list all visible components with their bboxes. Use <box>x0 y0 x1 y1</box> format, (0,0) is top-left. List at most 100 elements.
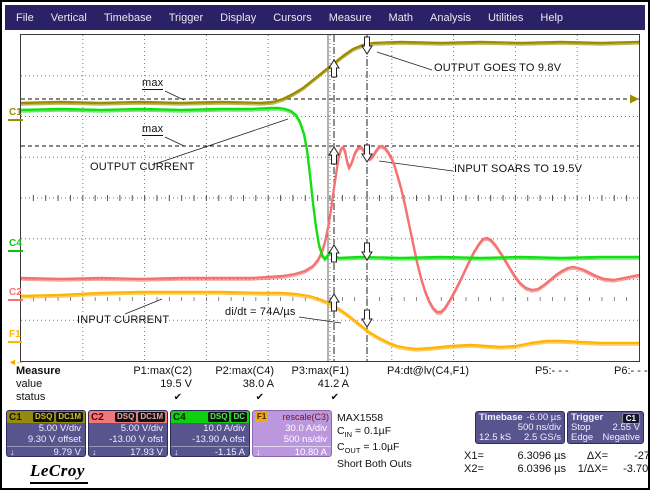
menu-item-cursors[interactable]: Cursors <box>273 11 312 24</box>
measure-column-p5[interactable]: P5:- - - <box>535 365 615 404</box>
trigger-box[interactable]: Trigger C1 Stop 2.55 V Edge Negative <box>567 411 644 444</box>
timebase-perdiv: 500 ns/div <box>517 422 561 433</box>
menu-item-utilities[interactable]: Utilities <box>487 11 524 24</box>
channel-label-c2[interactable]: C2 <box>8 288 23 301</box>
c2-badge-dsq: DSQ <box>114 412 137 422</box>
c2-name: C2 <box>91 411 104 423</box>
menu-item-display[interactable]: Display <box>220 11 257 24</box>
c2-coupling-badge: DC1M <box>138 412 165 422</box>
measure-column-p4[interactable]: P4:dt@lv(C4,F1) <box>387 365 547 404</box>
measure-status-check-icon <box>387 391 547 404</box>
channel-box-c2[interactable]: C2 DSQ DC1M 5.00 V/div -13.00 V ofst ↓ 17… <box>88 410 168 457</box>
menu-bar: File Vertical Timebase Trigger Display Cursor… <box>5 5 645 30</box>
measure-value: 41.2 A <box>317 378 349 390</box>
x1-label: X1= <box>464 450 484 462</box>
x2-label: X2= <box>464 463 484 475</box>
measure-status-check-icon <box>614 391 650 404</box>
note-short: Short Both Outs <box>337 457 412 470</box>
measure-value <box>387 378 547 391</box>
timebase-box[interactable]: Timebase -6.00 µs 500 ns/div 12.5 kS 2.5 G… <box>475 411 565 444</box>
measure-panel: Measure value status P1:max(C2) 19.5 V ✔ P2… <box>2 365 650 409</box>
measure-value <box>614 378 650 391</box>
measure-status-label: status <box>16 391 46 403</box>
menu-item-analysis[interactable]: Analysis <box>430 11 471 24</box>
measure-header: P1:max(C2) <box>133 365 192 377</box>
c4-offset: -13.90 A ofst <box>192 434 245 445</box>
down-arrow-icon: ↓ <box>10 447 15 457</box>
c2-offset: -13.00 V ofst <box>109 434 163 445</box>
f1-time: 500 ns/div <box>283 434 327 445</box>
annotation-didt: di/dt = 74A/µs <box>225 306 296 318</box>
timebase-samples: 12.5 kS <box>479 432 512 443</box>
trigger-slope: Negative <box>602 432 641 443</box>
trigger-title: Trigger <box>571 412 604 423</box>
measure-value: 38.0 A <box>242 378 274 390</box>
measure-status-check-icon: ✔ <box>255 392 264 403</box>
dx-value: -270.0 ns <box>634 450 650 462</box>
annotation-input-current: INPUT CURRENT <box>77 314 170 326</box>
math-box-f1[interactable]: F1 rescale(C3) 30.0 A/div 500 ns/div ↓ 10… <box>252 410 332 457</box>
menu-item-trigger[interactable]: Trigger <box>168 11 204 24</box>
menu-item-measure[interactable]: Measure <box>328 11 372 24</box>
down-arrow-icon: ↓ <box>174 447 179 457</box>
measure-value: 19.5 V <box>160 378 192 390</box>
menu-item-math[interactable]: Math <box>388 11 413 24</box>
x1-value: 6.3096 µs <box>517 450 566 462</box>
trigger-level: 2.55 V <box>612 422 640 433</box>
invdx-label: 1/ΔX= <box>577 463 608 475</box>
test-conditions-note: MAX1558 CIN = 0.1µF COUT = 1.0µF Short B… <box>337 412 412 470</box>
f1-name-badge: F1 <box>255 412 269 422</box>
waveform-grid[interactable]: C1 C4 C2 F1 OUTPUT GOES TO 9.8V max max … <box>8 34 640 362</box>
c1-min: 9.79 V <box>53 447 81 457</box>
measure-header: P4:dt@lv(C4,F1) <box>387 365 470 377</box>
channel-box-c4[interactable]: C4 DSQ DC 10.0 A/div -13.90 A ofst ↓ -1.1… <box>170 410 250 457</box>
annotation-max-2: max <box>142 123 164 136</box>
c2-scale: 5.00 V/div <box>120 423 163 434</box>
c1-coupling-badge: DC1M <box>56 412 83 422</box>
note-cout: COUT = 1.0µF <box>337 441 400 456</box>
c4-badge-dsq: DSQ <box>208 412 230 422</box>
annotation-output-goes: OUTPUT GOES TO 9.8V <box>434 62 562 74</box>
menu-item-file[interactable]: File <box>16 11 34 24</box>
c4-coupling-badge: DC <box>231 412 247 422</box>
menu-item-help[interactable]: Help <box>540 11 564 24</box>
x2-value: 6.0396 µs <box>517 463 566 475</box>
note-part-number: MAX1558 <box>337 412 384 424</box>
annotation-max-1: max <box>142 77 164 90</box>
measure-column-p1[interactable]: P1:max(C2) 19.5 V ✔ <box>72 365 192 404</box>
c4-min: -1.15 A <box>214 447 245 457</box>
menu-item-timebase[interactable]: Timebase <box>103 11 152 24</box>
measure-status-check-icon: ✔ <box>330 392 339 403</box>
trigger-mode: Stop <box>571 422 591 433</box>
channel-label-c4[interactable]: C4 <box>8 239 23 252</box>
waveform-svg[interactable] <box>21 35 639 361</box>
trigger-source-badge: C1 <box>621 412 640 424</box>
channel-label-c1[interactable]: C1 <box>8 108 23 121</box>
c1-offset: 9.30 V offset <box>27 434 81 445</box>
measure-value-label: value <box>16 378 43 390</box>
channel-label-f1[interactable]: F1 <box>8 330 22 343</box>
annotation-input-soars: INPUT SOARS TO 19.5V <box>454 163 583 175</box>
trigger-type: Edge <box>571 432 594 443</box>
timebase-rate: 2.5 GS/s <box>524 432 561 443</box>
measure-row-labels: Measure value status <box>16 365 61 404</box>
measure-header: P6:- - - <box>614 365 648 377</box>
c1-scale: 5.00 V/div <box>38 423 81 434</box>
c4-name: C4 <box>173 411 186 423</box>
measure-column-p3[interactable]: P3:max(F1) 41.2 A ✔ <box>229 365 349 404</box>
invdx-value: -3.704 MHz <box>623 463 650 475</box>
measure-column-p6[interactable]: P6:- - - <box>614 365 650 404</box>
channel-box-c1[interactable]: C1 DSQ DC1M 5.00 V/div 9.30 V offset ↓ 9.… <box>6 410 86 457</box>
trigger-time-marker-icon[interactable]: ◄– <box>8 357 22 367</box>
measure-column-p2[interactable]: P2:max(C4) 38.0 A ✔ <box>154 365 274 404</box>
f1-scale: 30.0 A/div <box>285 423 327 434</box>
f1-min: 10.80 A <box>294 447 327 457</box>
down-arrow-icon: ↓ <box>92 447 97 457</box>
timebase-offset: -6.00 µs <box>526 412 561 423</box>
menu-item-vertical[interactable]: Vertical <box>50 11 87 24</box>
measure-status-check-icon: ✔ <box>173 392 182 403</box>
measure-header: P2:max(C4) <box>215 365 274 377</box>
measure-title: Measure <box>16 365 61 377</box>
timebase-title: Timebase <box>479 412 523 423</box>
